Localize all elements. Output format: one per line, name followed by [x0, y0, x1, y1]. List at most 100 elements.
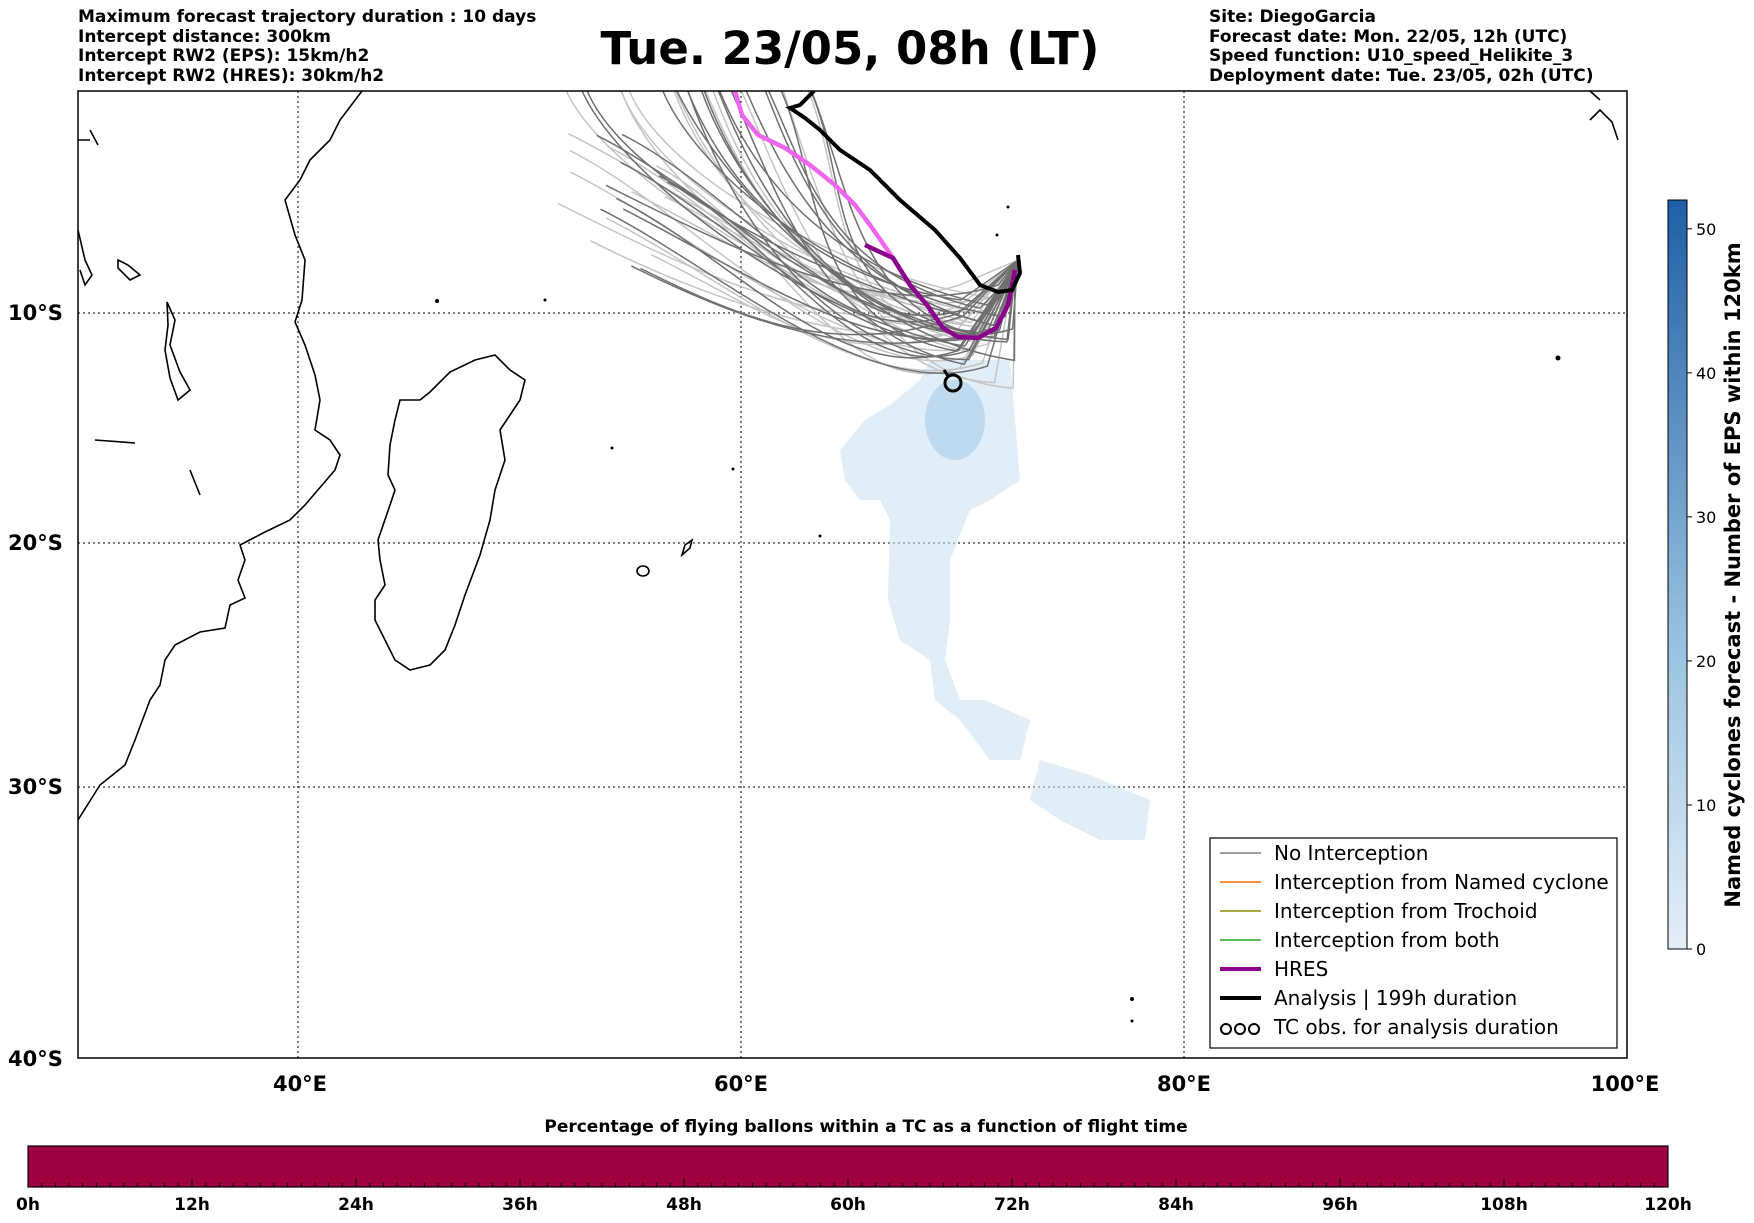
eps-trajectories [557, 91, 1019, 389]
lat-label-40s: 40°S [8, 1047, 63, 1071]
eps-trajectory-line [565, 91, 1016, 335]
tc-obs-marker [942, 369, 963, 393]
lat-label-20s: 20°S [8, 531, 63, 555]
coast-india-tip [1589, 91, 1619, 141]
legend-label: Interception from Trochoid [1274, 899, 1538, 923]
island-8 [818, 534, 822, 538]
eps-trajectory-line [719, 91, 1016, 306]
analysis-trajectory [785, 91, 1023, 295]
bar-tick-label: 120h [1644, 1195, 1692, 1215]
lon-label-40e: 40°E [273, 1072, 327, 1096]
island-2 [1130, 997, 1134, 1001]
header-info-line: Intercept RW2 (EPS): 15km/h2 [78, 46, 370, 66]
coast-madagascar [374, 354, 526, 671]
legend-item: TC obs. for analysis duration [1220, 1015, 1559, 1039]
eps-trajectory-line [569, 149, 1019, 362]
island-5 [995, 233, 999, 237]
header-info-line: Site: DiegoGarcia [1209, 7, 1376, 27]
lon-label-80e: 80°E [1157, 1072, 1211, 1096]
eps-trajectory-line [666, 181, 1019, 323]
island-3 [1130, 1019, 1134, 1023]
eps-trajectory-line [616, 197, 1019, 359]
gridlines [78, 91, 1627, 1058]
latitude-labels: 10°S 20°S 30°S 40°S [8, 301, 63, 1071]
island-10 [543, 298, 547, 302]
island-1 [1555, 355, 1561, 361]
bar-tick-label: 84h [1158, 1195, 1194, 1215]
eps-trajectory-line [586, 91, 1016, 323]
map-content [78, 91, 1627, 1058]
bar-tick-label: 60h [830, 1195, 866, 1215]
longitude-labels: 40°E 60°E 80°E 100°E [273, 1072, 1659, 1096]
eps-trajectory-line [581, 91, 1016, 347]
legend-tc-symbol [1248, 1023, 1260, 1035]
legend-item: Interception from Named cyclone [1220, 870, 1609, 894]
legend-item: Interception from Trochoid [1220, 899, 1538, 923]
bar-tick-label: 96h [1322, 1195, 1358, 1215]
island-9 [435, 299, 439, 303]
map-legend: No Interception Interception from Named c… [1209, 837, 1618, 1049]
eps-trajectory-line [810, 91, 1016, 335]
coastlines [78, 91, 1619, 821]
coast-mauritius [680, 538, 694, 558]
bar-tick-label: 12h [174, 1195, 210, 1215]
density-peak [925, 380, 985, 460]
eps-trajectory-line [780, 91, 1016, 352]
tc-obs-circle [943, 373, 963, 393]
header-info-line: Forecast date: Mon. 22/05, 12h (UTC) [1209, 26, 1568, 47]
header-info-line: Intercept RW2 (HRES): 30km/h2 [78, 65, 385, 86]
map-border [77, 90, 1628, 1059]
eps-trajectory-line [662, 91, 1016, 318]
lon-label-60e: 60°E [714, 1072, 768, 1096]
bar-tick-label: 48h [666, 1195, 702, 1215]
legend-label: No Interception [1274, 841, 1428, 865]
colorbar-tick-label: 0 [1696, 940, 1706, 959]
colorbar-tick-label: 30 [1696, 508, 1716, 527]
eps-trajectory-line [687, 91, 1016, 301]
bar-tick-label: 0h [16, 1195, 40, 1215]
bar-tick-label: 72h [994, 1195, 1030, 1215]
eps-trajectory-line [640, 259, 1019, 336]
tc-obs-tail [942, 369, 950, 377]
legend-label: Analysis | 199h duration [1274, 986, 1517, 1010]
flight-time-bar-ticks: 0h 12h 24h 36h 48h 60h 72h 84h 96h 108h 120h [16, 1179, 1692, 1215]
legend-item: No Interception [1220, 841, 1428, 865]
legend-tc-symbol [1220, 1023, 1232, 1035]
eps-trajectory-line [605, 184, 1019, 297]
cyclone-density-high [925, 380, 985, 460]
lat-label-30s: 30°S [8, 775, 63, 799]
colorbar-tick-label: 40 [1696, 364, 1716, 383]
cyclone-density-shading [840, 360, 1150, 840]
colorbar-gradient [1667, 199, 1688, 950]
coast-reunion [636, 565, 650, 577]
small-islands [435, 205, 1561, 1023]
legend-item: Analysis | 199h duration [1220, 986, 1517, 1010]
legend-item: HRES [1220, 957, 1328, 981]
map-title: Tue. 23/05, 08h (LT) [600, 22, 1100, 75]
colorbar-label: Named cyclones forecast - Number of EPS … [1721, 242, 1745, 907]
density-tail [1030, 760, 1150, 840]
flight-time-bar-title: Percentage of flying ballons within a TC… [544, 1117, 1187, 1137]
legend-box [1209, 837, 1618, 1049]
coast-africa-details [78, 129, 201, 496]
colorbar-tick-label: 50 [1696, 220, 1716, 239]
eps-colorbar: 0 10 20 30 40 50 Named cyclones forecast - Nu… [1667, 199, 1745, 959]
flight-time-bar: Percentage of flying ballons within a TC… [16, 1117, 1692, 1215]
eps-trajectory-line [764, 91, 1016, 328]
coast-africa [78, 91, 363, 821]
legend-label: Interception from Named cyclone [1274, 870, 1609, 894]
lat-label-10s: 10°S [8, 301, 63, 325]
legend-label: Interception from both [1274, 928, 1500, 952]
colorbar-tick-label: 20 [1696, 652, 1716, 671]
island-4 [1006, 205, 1010, 209]
legend-label: HRES [1274, 957, 1328, 981]
header-info-line: Intercept distance: 300km [78, 26, 331, 47]
colorbar-tick-label: 10 [1696, 796, 1716, 815]
header-info-left: Maximum forecast trajectory duration : 1… [78, 7, 536, 86]
eps-trajectory-line [620, 161, 1019, 342]
header-info-line: Speed function: U10_speed_Helikite_3 [1209, 46, 1574, 66]
legend-tc-symbol [1234, 1023, 1246, 1035]
bar-tick-label: 36h [502, 1195, 538, 1215]
hres-trajectory [864, 242, 1018, 341]
